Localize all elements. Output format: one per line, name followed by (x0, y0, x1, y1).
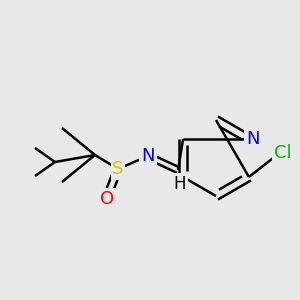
Text: N: N (246, 130, 260, 148)
Text: H: H (174, 175, 186, 193)
Text: S: S (112, 160, 124, 178)
Text: O: O (100, 190, 114, 208)
Text: N: N (141, 147, 155, 165)
Text: Cl: Cl (274, 144, 292, 162)
